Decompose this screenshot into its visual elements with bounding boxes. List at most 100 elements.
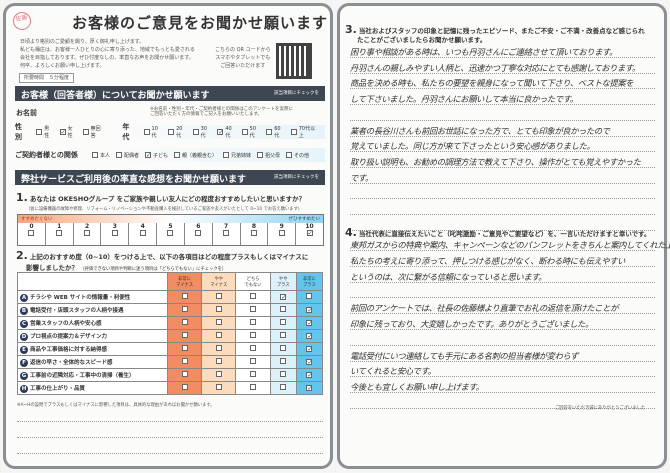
relation-option[interactable]: 親（義親含む） [173,152,217,159]
q2-checkbox[interactable] [181,332,188,338]
gender-checkbox[interactable]: ✓ [59,129,66,136]
scale-checkbox[interactable] [250,230,257,236]
q2-checkbox[interactable] [215,293,222,299]
scale-option[interactable]: 3 [100,223,129,245]
q2-cell[interactable] [235,290,271,304]
gender-checkbox[interactable] [82,129,89,135]
scale-option[interactable]: 6 [183,223,212,245]
q2-checkbox[interactable] [181,358,188,364]
q2-checkbox[interactable] [250,319,256,325]
scale-option[interactable]: 2 [72,223,101,245]
scale-option[interactable]: 0 [18,223,45,245]
q2-cell[interactable] [201,303,237,317]
relation-option[interactable]: ✓ 子ども [144,152,168,159]
scale-checkbox[interactable] [167,230,174,236]
q2-cell[interactable] [269,355,297,369]
age-option[interactable]: 10代 [143,126,163,139]
q2-checkbox[interactable] [181,371,188,377]
age-checkbox[interactable] [143,129,150,135]
q2-checkbox[interactable] [280,306,287,312]
scale-option[interactable]: 7 [211,223,240,245]
age-checkbox[interactable]: ✓ [217,129,224,136]
q2-cell[interactable] [166,290,203,304]
q2-checkbox[interactable] [250,345,256,351]
q2-cell[interactable] [269,342,297,356]
q2-cell[interactable] [235,316,271,330]
q2-cell[interactable] [166,303,203,317]
scale-checkbox[interactable] [223,230,230,236]
q2-checkbox[interactable] [280,345,287,351]
relation-checkbox[interactable] [91,152,98,158]
scale-checkbox[interactable] [84,230,91,236]
scale-option[interactable]: 1 [44,223,73,245]
q2-cell[interactable]: ✓ [269,290,297,304]
q2-checkbox[interactable] [280,371,287,377]
scale-option[interactable]: 10 ✓ [295,223,323,245]
q2-cell[interactable]: ✓ [295,329,324,343]
q2-cell[interactable]: ✓ [295,342,324,356]
q2-cell[interactable] [235,342,271,356]
gender-option[interactable]: 無回答 [82,125,105,139]
q2-cell[interactable] [269,316,297,330]
q2-cell[interactable] [269,303,297,317]
q2-checkbox[interactable] [306,293,313,299]
q2-checkbox[interactable]: ✓ [306,358,313,366]
relation-checkbox[interactable] [115,152,122,158]
q2-checkbox[interactable]: ✓ [306,306,313,314]
scale-checkbox[interactable] [28,230,35,236]
q2-checkbox[interactable] [280,332,287,338]
q2-checkbox[interactable] [181,319,188,325]
q2-checkbox[interactable] [280,358,287,364]
q2-cell[interactable] [201,316,237,330]
q2-cell[interactable] [201,290,237,304]
q2-checkbox[interactable] [215,358,222,364]
q2-cell[interactable] [166,342,203,356]
relation-checkbox[interactable] [173,152,180,158]
q2-cell[interactable] [235,329,271,343]
relation-checkbox[interactable] [257,152,264,158]
age-option[interactable]: 30代 [192,126,212,139]
scale-option[interactable]: 9 [267,223,296,245]
scale-checkbox[interactable] [111,230,118,236]
q2-checkbox[interactable]: ✓ [306,332,313,340]
q2-cell[interactable] [166,368,203,382]
q2-checkbox[interactable] [181,306,188,312]
qr-code[interactable] [276,43,312,79]
relation-option[interactable]: その他 [286,152,309,159]
gender-option[interactable]: ✓ 女性 [59,125,77,139]
q2-checkbox[interactable]: ✓ [306,371,313,379]
q2-checkbox[interactable] [250,332,256,338]
q2-checkbox[interactable] [181,384,188,390]
q2-cell[interactable] [166,381,203,395]
age-checkbox[interactable] [266,129,273,135]
q2-cell[interactable]: ✓ [295,368,324,382]
q2-cell[interactable] [201,355,237,369]
scale-option[interactable]: 4 [128,223,157,245]
q2-cell[interactable] [166,316,203,330]
relation-option[interactable]: 兄弟姉妹 [223,152,251,159]
q2-checkbox[interactable] [215,306,222,312]
relation-option[interactable]: 祖父母 [257,152,280,159]
gender-option[interactable]: 男性 [36,125,53,139]
relation-option[interactable]: 本人 [91,152,110,159]
scale-option[interactable]: 8 [239,223,268,245]
q2-cell[interactable]: ✓ [295,381,324,395]
q2-checkbox[interactable] [250,293,256,299]
scale-option[interactable]: 5 [156,223,184,245]
q2-checkbox[interactable] [280,319,287,325]
scale-checkbox[interactable] [56,230,63,236]
relation-checkbox[interactable] [286,152,293,158]
q2-cell[interactable] [269,381,297,395]
age-checkbox[interactable] [168,129,175,135]
q2-cell[interactable]: ✓ [295,355,324,369]
q2-cell[interactable] [235,368,271,382]
q2-cell[interactable] [235,355,271,369]
q2-checkbox[interactable] [250,306,256,312]
q2-checkbox[interactable] [181,345,188,351]
age-option[interactable]: ✓ 40代 [217,126,236,139]
age-checkbox[interactable] [192,129,199,135]
gender-checkbox[interactable] [36,129,43,135]
q2-cell[interactable] [295,290,324,304]
scale-checkbox[interactable] [278,230,285,236]
q2-checkbox[interactable] [250,371,256,377]
